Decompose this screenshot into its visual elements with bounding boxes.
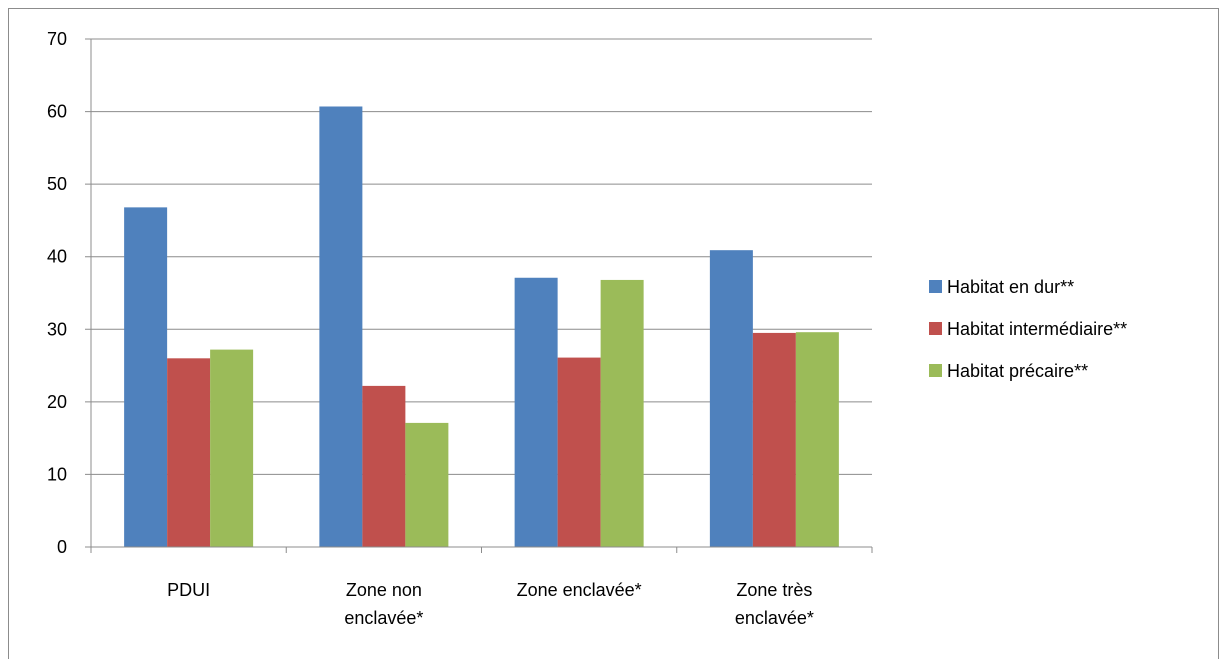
x-category-label: Zone enclavée* [517,580,642,600]
x-category-label: PDUI [167,580,210,600]
bar [167,358,211,547]
y-tick-label: 40 [47,247,67,267]
y-tick-label: 0 [57,537,67,557]
bar [752,332,796,547]
bar [124,207,168,547]
y-tick-label: 70 [47,29,67,49]
bar [210,349,254,547]
x-category-label: Zone très enclavée* [735,580,814,628]
bar [514,277,558,547]
legend-swatch [929,364,942,377]
x-category-label: Zone non enclavée* [344,580,423,628]
bar [709,250,753,547]
y-tick-label: 20 [47,392,67,412]
legend-swatch [929,322,942,335]
bar [600,279,644,547]
legend-label: Habitat précaire** [947,361,1088,381]
bar-chart: 0 10 20 30 40 50 60 70 PDUI Zone non enclavée* Zone… [47,29,1127,628]
legend: Habitat en dur** Habitat intermédiaire** H… [929,277,1127,381]
bar [319,106,363,548]
y-tick-label: 60 [47,102,67,122]
bar [557,357,601,547]
bar [795,332,839,547]
y-tick-label: 10 [47,464,67,484]
y-tick-label: 50 [47,174,67,194]
bar [362,385,406,547]
bars [124,106,839,548]
axes [85,39,873,553]
axis-labels: 0 10 20 30 40 50 60 70 PDUI Zone non enclavée* Zone… [47,29,814,628]
legend-swatch [929,280,942,293]
chart-frame: 0 10 20 30 40 50 60 70 PDUI Zone non enclavée* Zone… [8,8,1219,659]
legend-label: Habitat en dur** [947,277,1074,297]
legend-label: Habitat intermédiaire** [947,319,1127,339]
y-tick-label: 30 [47,319,67,339]
bar [405,422,449,547]
